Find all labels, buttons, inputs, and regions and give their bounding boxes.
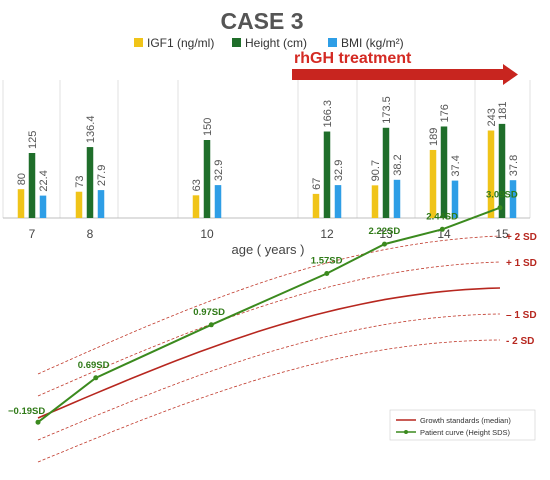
patient-point-4	[382, 241, 387, 247]
data-label-bmi-age-14: 37.4	[450, 155, 462, 176]
data-label-height-age-14: 176	[439, 104, 451, 122]
legend-label-igf1: IGF1 (ng/ml)	[147, 36, 214, 50]
bar-plot-area: 80 125 22.4 7 73 136.4 27.9 8 63 150 32.9 10 67 166.3…	[2, 80, 531, 241]
bar-bmi-age-14	[451, 180, 459, 218]
x-tick-label-8: 8	[87, 227, 94, 241]
legend-median-label: Growth standards (median)	[420, 416, 511, 425]
data-label-height-age-10: 150	[202, 118, 214, 136]
sd-line-minus-1sd	[37, 313, 501, 441]
legend-patient-marker	[404, 430, 408, 434]
bar-bmi-age-8	[97, 190, 105, 218]
patient-label-4: 2.22SD	[369, 226, 401, 237]
x-tick-label-7: 7	[29, 227, 36, 241]
bar-bmi-age-7	[39, 195, 47, 218]
patient-label-5: 2.44SD	[426, 211, 458, 222]
patient-point-0	[35, 419, 41, 425]
data-label-bmi-age-15: 37.8	[508, 155, 520, 176]
patient-curve	[37, 206, 501, 423]
x-tick-label-15: 15	[495, 227, 509, 241]
growth-plot-area: + 2 SD + 1 SD – 1 SD - 2 SD −0.19SD 0.69SD 0.9…	[8, 190, 537, 463]
bar-legend: IGF1 (ng/ml) Height (cm) BMI (kg/m²)	[134, 36, 404, 50]
chart-title: CASE 3	[220, 8, 303, 34]
bar-igf1-age-12	[312, 193, 320, 218]
sd-line-plus-1sd	[37, 261, 501, 397]
legend-swatch-bmi	[328, 38, 337, 47]
legend-swatch-height	[232, 38, 241, 47]
data-label-igf1-age-8: 73	[74, 175, 86, 187]
data-label-height-age-13: 173.5	[381, 96, 393, 124]
sd-label-1: + 1 SD	[506, 258, 537, 269]
data-label-bmi-age-7: 22.4	[38, 170, 50, 191]
data-label-bmi-age-13: 38.2	[392, 154, 404, 175]
sd-label-0: + 2 SD	[506, 232, 537, 243]
data-label-bmi-age-12: 32.9	[333, 160, 345, 181]
data-label-height-age-12: 166.3	[322, 100, 334, 128]
patient-label-6: 3.09SD	[486, 190, 518, 201]
patient-point-5	[439, 226, 445, 232]
bar-igf1-age-8	[75, 191, 83, 218]
sd-label-2: – 1 SD	[506, 310, 537, 321]
x-tick-label-12: 12	[320, 227, 334, 241]
median-curve	[37, 287, 501, 419]
bar-bmi-age-15	[509, 180, 517, 218]
patient-label-0: −0.19SD	[8, 406, 45, 417]
bar-igf1-age-14	[429, 149, 437, 218]
patient-point-3	[324, 271, 330, 276]
data-label-igf1-age-12: 67	[311, 178, 323, 190]
x-tick-label-13: 13	[379, 227, 393, 241]
patient-label-2: 0.97SD	[193, 307, 225, 318]
patient-label-1: 0.69SD	[78, 360, 110, 371]
bar-height-age-8	[86, 147, 94, 218]
patient-label-3: 1.57SD	[311, 256, 343, 267]
line-legend-box	[389, 409, 536, 441]
data-label-igf1-age-7: 80	[16, 173, 28, 185]
bar-bmi-age-10	[214, 185, 222, 218]
x-axis-title: age ( years )	[232, 242, 305, 257]
legend-swatch-igf1	[134, 38, 143, 47]
legend-patient-label: Patient curve (Height SDS)	[420, 428, 511, 437]
legend-label-height: Height (cm)	[245, 36, 307, 50]
data-label-bmi-age-10: 32.9	[213, 160, 225, 181]
bar-height-age-14	[440, 126, 448, 218]
bar-igf1-age-10	[192, 195, 200, 218]
treatment-annotation: rhGH treatment	[292, 50, 518, 85]
bar-height-age-15	[498, 123, 506, 218]
bar-bmi-age-12	[334, 185, 342, 218]
bar-height-age-10	[203, 140, 211, 218]
data-label-height-age-15: 181	[497, 102, 509, 120]
bar-height-age-12	[323, 131, 331, 218]
patient-point-6	[497, 205, 503, 211]
sd-label-3: - 2 SD	[506, 336, 534, 347]
treatment-label: rhGH treatment	[294, 50, 412, 67]
patient-point-2	[208, 322, 214, 328]
treatment-arrow-shaft	[292, 69, 504, 80]
patient-point-1	[93, 375, 99, 381]
bar-igf1-age-7	[17, 189, 25, 218]
data-label-igf1-age-10: 63	[191, 179, 203, 191]
bar-igf1-age-13	[371, 185, 379, 218]
data-label-height-age-8: 136.4	[85, 116, 97, 144]
sd-line-minus-2sd	[37, 339, 501, 463]
data-label-igf1-age-14: 189	[428, 128, 440, 146]
data-label-igf1-age-13: 90.7	[370, 160, 382, 181]
data-label-igf1-age-15: 243	[486, 108, 498, 126]
line-legend: Growth standards (median) Patient curve …	[389, 409, 536, 441]
data-label-height-age-7: 125	[27, 131, 39, 149]
bar-height-age-13	[382, 127, 390, 218]
bar-igf1-age-15	[487, 130, 495, 218]
bar-bmi-age-13	[393, 179, 401, 218]
x-tick-label-10: 10	[200, 227, 214, 241]
legend-label-bmi: BMI (kg/m²)	[341, 36, 404, 50]
bar-height-age-7	[28, 153, 36, 218]
treatment-arrow-head	[503, 64, 518, 85]
data-label-bmi-age-8: 27.9	[96, 165, 108, 186]
